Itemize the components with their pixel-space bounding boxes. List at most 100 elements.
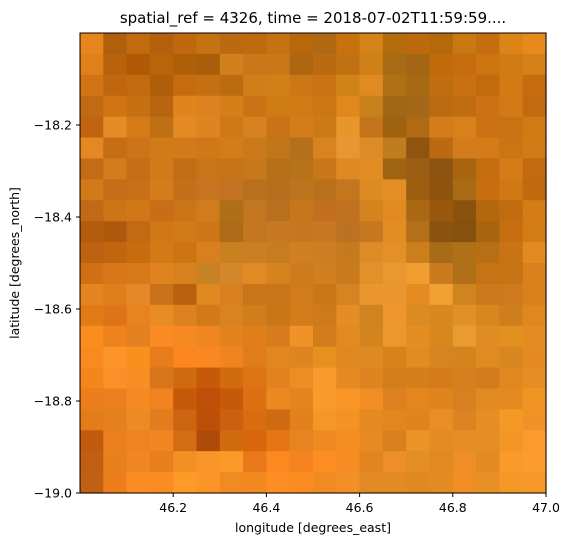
heatmap-cell <box>452 137 477 160</box>
heatmap-cell <box>522 388 547 410</box>
heatmap-cell <box>313 388 337 410</box>
heatmap-cell <box>103 200 128 222</box>
heatmap-cell <box>126 158 151 180</box>
heatmap-cell <box>173 74 198 97</box>
heatmap-cell <box>219 472 244 494</box>
heatmap-cell <box>382 221 407 243</box>
heatmap-cell <box>219 346 244 369</box>
heatmap-cell <box>266 472 291 494</box>
heatmap-cell <box>149 263 174 285</box>
heatmap-cell <box>289 179 314 201</box>
heatmap-cell <box>103 263 128 285</box>
heatmap-cell <box>382 283 407 306</box>
heatmap-cell <box>522 137 547 160</box>
heatmap-cell <box>522 472 547 494</box>
heatmap-cell <box>266 346 291 369</box>
heatmap-cell <box>429 472 454 494</box>
heatmap-cell <box>196 33 221 55</box>
heatmap-cell <box>313 283 337 306</box>
heatmap-cell <box>382 158 407 180</box>
heatmap-cell <box>429 325 454 348</box>
heatmap-cell <box>382 451 407 473</box>
heatmap-cell <box>173 137 198 160</box>
heatmap-cell <box>406 430 431 452</box>
heatmap-cell <box>149 409 174 431</box>
heatmap-cell <box>406 451 431 473</box>
heatmap-cell <box>476 388 500 410</box>
heatmap-cell <box>243 430 267 452</box>
heatmap-cell <box>499 53 524 76</box>
heatmap-cell <box>80 158 104 180</box>
heatmap-cell <box>429 263 454 285</box>
heatmap-cell <box>103 158 128 180</box>
heatmap-cell <box>103 74 128 97</box>
heatmap-cell <box>429 116 454 139</box>
heatmap-cell <box>382 242 407 264</box>
heatmap-cell <box>266 388 291 410</box>
heatmap-cell <box>289 53 314 76</box>
heatmap-cell <box>266 263 291 285</box>
heatmap-cell <box>406 33 431 55</box>
heatmap-cell <box>289 221 314 243</box>
heatmap-cell <box>429 74 454 97</box>
heatmap-cell <box>359 472 384 494</box>
heatmap-cell <box>149 74 174 97</box>
heatmap-cell <box>126 451 151 473</box>
heatmap-cell <box>196 137 221 160</box>
heatmap-cell <box>80 325 104 348</box>
heatmap-cell <box>173 221 198 243</box>
heatmap-cell <box>196 221 221 243</box>
heatmap-cell <box>336 242 361 264</box>
heatmap-cell <box>313 179 337 201</box>
heatmap-cell <box>382 430 407 452</box>
y-tick-label: −18.4 <box>34 210 72 225</box>
heatmap-cell <box>336 346 361 369</box>
heatmap-cell <box>80 200 104 222</box>
heatmap-cell <box>266 304 291 327</box>
heatmap-cell <box>289 451 314 473</box>
heatmap-cell <box>313 472 337 494</box>
heatmap-cell <box>359 367 384 390</box>
heatmap-cell <box>196 388 221 410</box>
heatmap-cell <box>196 451 221 473</box>
heatmap-cell <box>406 221 431 243</box>
heatmap-cell <box>149 200 174 222</box>
heatmap-cell <box>80 472 104 494</box>
heatmap-cell <box>499 74 524 97</box>
heatmap-cell <box>476 74 500 97</box>
heatmap-cell <box>266 95 291 118</box>
heatmap-cell <box>336 116 361 139</box>
heatmap-cell <box>406 409 431 431</box>
heatmap-cell <box>149 430 174 452</box>
heatmap-cell <box>266 158 291 180</box>
heatmap-cell <box>522 95 547 118</box>
heatmap-cell <box>173 179 198 201</box>
heatmap-cell <box>499 221 524 243</box>
heatmap-cell <box>429 367 454 390</box>
heatmap-cell <box>149 367 174 390</box>
heatmap-cell <box>336 472 361 494</box>
heatmap-cell <box>406 95 431 118</box>
heatmap-cell <box>126 95 151 118</box>
heatmap-cell <box>476 451 500 473</box>
heatmap-cell <box>103 451 128 473</box>
heatmap-cell <box>499 472 524 494</box>
heatmap-cell <box>499 33 524 55</box>
heatmap-cell <box>336 430 361 452</box>
heatmap-cell <box>126 346 151 369</box>
heatmap-cell <box>196 304 221 327</box>
heatmap-cell <box>476 95 500 118</box>
heatmap-cell <box>452 451 477 473</box>
heatmap-cell <box>243 158 267 180</box>
heatmap-cell <box>336 367 361 390</box>
heatmap-cell <box>476 200 500 222</box>
heatmap-cell <box>522 179 547 201</box>
heatmap-cell <box>499 325 524 348</box>
heatmap-cell <box>243 221 267 243</box>
heatmap-cell <box>382 304 407 327</box>
heatmap-cell <box>196 409 221 431</box>
heatmap-cell <box>452 283 477 306</box>
heatmap-cell <box>476 304 500 327</box>
heatmap-cell <box>266 430 291 452</box>
